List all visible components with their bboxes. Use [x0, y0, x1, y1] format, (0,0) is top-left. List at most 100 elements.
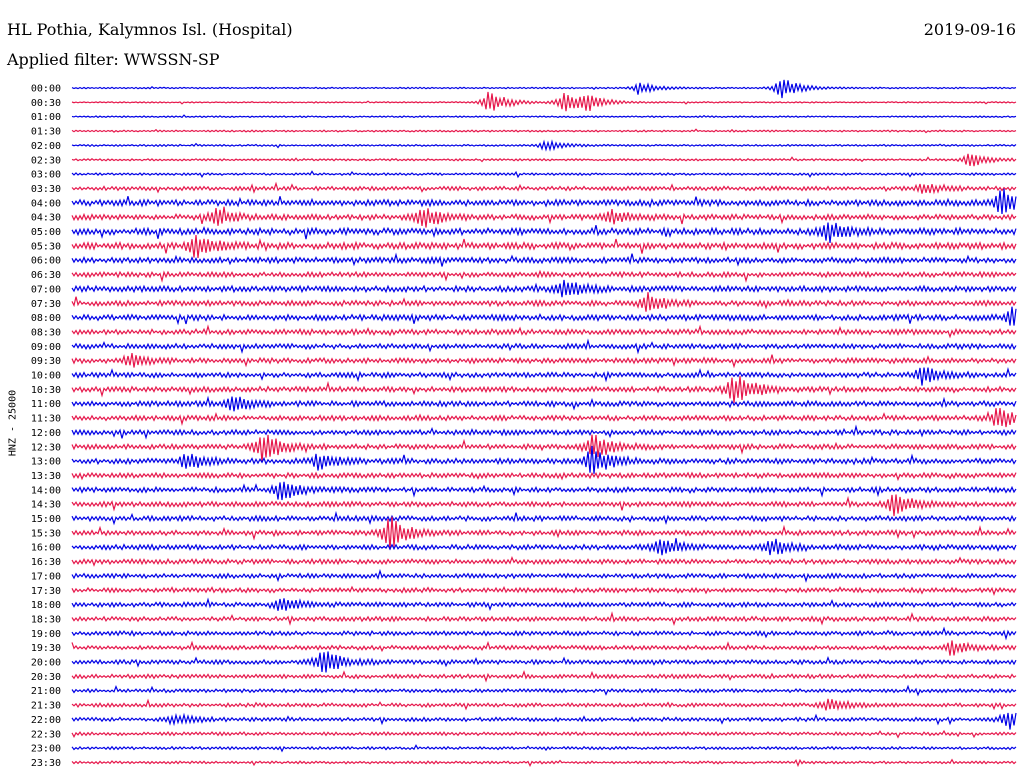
- row-time-label: 07:30: [31, 299, 61, 310]
- trace-line: [71, 269, 1017, 283]
- row-time-label: 14:30: [31, 500, 61, 511]
- row-time-label: 10:30: [31, 385, 61, 396]
- trace-line: [71, 434, 1017, 463]
- trace-line: [71, 555, 1017, 567]
- row-time-label: 08:00: [31, 313, 61, 324]
- row-time-label: 11:30: [31, 414, 61, 425]
- row-time-label: 06:00: [31, 256, 61, 267]
- row-time-label: 02:00: [31, 141, 61, 152]
- row-time-label: 07:00: [31, 284, 61, 295]
- row-time-label: 03:30: [31, 184, 61, 195]
- row-time-label: 15:30: [31, 528, 61, 539]
- row-time-label: 23:00: [31, 744, 61, 755]
- row-time-label: 01:30: [31, 127, 61, 138]
- trace-line: [71, 538, 1017, 556]
- trace-line: [71, 128, 1017, 134]
- trace-line: [71, 585, 1017, 597]
- row-time-label: 03:00: [31, 170, 61, 181]
- row-time-label: 18:00: [31, 600, 61, 611]
- trace-line: [71, 153, 1017, 167]
- row-time-label: 21:30: [31, 701, 61, 712]
- trace-line: [71, 222, 1017, 243]
- trace-line: [71, 181, 1017, 195]
- trace-line: [71, 306, 1017, 326]
- trace-line: [71, 114, 1017, 119]
- record-date: 2019-09-16: [923, 20, 1016, 39]
- trace-line: [71, 640, 1017, 656]
- trace-line: [71, 481, 1017, 501]
- row-time-label: 19:30: [31, 643, 61, 654]
- row-time-label: 22:30: [31, 729, 61, 740]
- trace-line: [71, 516, 1017, 550]
- row-time-label: 20:30: [31, 672, 61, 683]
- trace-line: [71, 91, 1017, 112]
- trace-line: [71, 170, 1017, 179]
- row-time-label: 00:00: [31, 84, 61, 95]
- trace-line: [71, 424, 1017, 440]
- row-time-label: 19:00: [31, 629, 61, 640]
- trace-line: [71, 651, 1017, 673]
- trace-line: [71, 626, 1017, 641]
- row-time-label: 15:00: [31, 514, 61, 525]
- row-time-label: 12:00: [31, 428, 61, 439]
- trace-line: [71, 188, 1017, 215]
- row-time-label: 12:30: [31, 442, 61, 453]
- row-time-label: 17:30: [31, 586, 61, 597]
- filter-label: Applied filter: WWSSN-SP: [7, 50, 220, 69]
- trace-line: [71, 324, 1017, 339]
- row-time-label: 16:30: [31, 557, 61, 568]
- row-time-label: 09:30: [31, 356, 61, 367]
- trace-line: [71, 729, 1017, 739]
- trace-line: [71, 445, 1017, 474]
- row-time-label: 21:00: [31, 686, 61, 697]
- trace-line: [71, 292, 1017, 312]
- trace-line: [71, 139, 1017, 152]
- row-time-label: 13:00: [31, 457, 61, 468]
- row-time-label: 00:30: [31, 98, 61, 109]
- row-time-label: 14:00: [31, 485, 61, 496]
- trace-line: [71, 79, 1017, 99]
- row-time-label: 16:00: [31, 543, 61, 554]
- row-time-label: 02:30: [31, 155, 61, 166]
- trace-line: [71, 494, 1017, 517]
- trace-line: [71, 252, 1017, 267]
- row-time-label: 04:00: [31, 198, 61, 209]
- trace-line: [71, 408, 1017, 428]
- trace-line: [71, 471, 1017, 482]
- row-time-label: 06:30: [31, 270, 61, 281]
- station-title: HL Pothia, Kalymnos Isl. (Hospital): [7, 20, 293, 39]
- row-time-label: 20:00: [31, 658, 61, 669]
- row-time-label: 01:00: [31, 112, 61, 123]
- trace-line: [71, 279, 1017, 298]
- trace-line: [71, 510, 1017, 526]
- row-time-label: 22:00: [31, 715, 61, 726]
- row-time-label: 05:30: [31, 241, 61, 252]
- trace-line: [71, 611, 1017, 626]
- row-time-label: 04:30: [31, 213, 61, 224]
- trace-line: [71, 206, 1017, 228]
- trace-line: [71, 712, 1017, 730]
- row-time-label: 11:00: [31, 399, 61, 410]
- row-tick-labels: 00:00 00:30 01:00 01:30 02:00 02:30 03:00 03:30…: [31, 84, 61, 769]
- row-time-label: 23:30: [31, 758, 61, 769]
- trace-line: [71, 684, 1017, 697]
- trace-line: [71, 698, 1017, 712]
- trace-line: [71, 597, 1017, 611]
- trace-line: [71, 744, 1017, 753]
- trace-line: [71, 568, 1017, 583]
- trace-line: [71, 395, 1017, 412]
- row-time-label: 05:00: [31, 227, 61, 238]
- row-time-label: 17:00: [31, 571, 61, 582]
- row-time-label: 09:00: [31, 342, 61, 353]
- row-time-label: 18:30: [31, 614, 61, 625]
- seismogram-traces: [71, 79, 1017, 768]
- trace-line: [71, 669, 1017, 683]
- trace-line: [71, 376, 1017, 404]
- row-time-label: 10:00: [31, 371, 61, 382]
- trace-line: [71, 366, 1017, 386]
- trace-line: [71, 353, 1017, 369]
- trace-line: [71, 235, 1017, 258]
- row-time-label: 13:30: [31, 471, 61, 482]
- row-time-label: 08:30: [31, 327, 61, 338]
